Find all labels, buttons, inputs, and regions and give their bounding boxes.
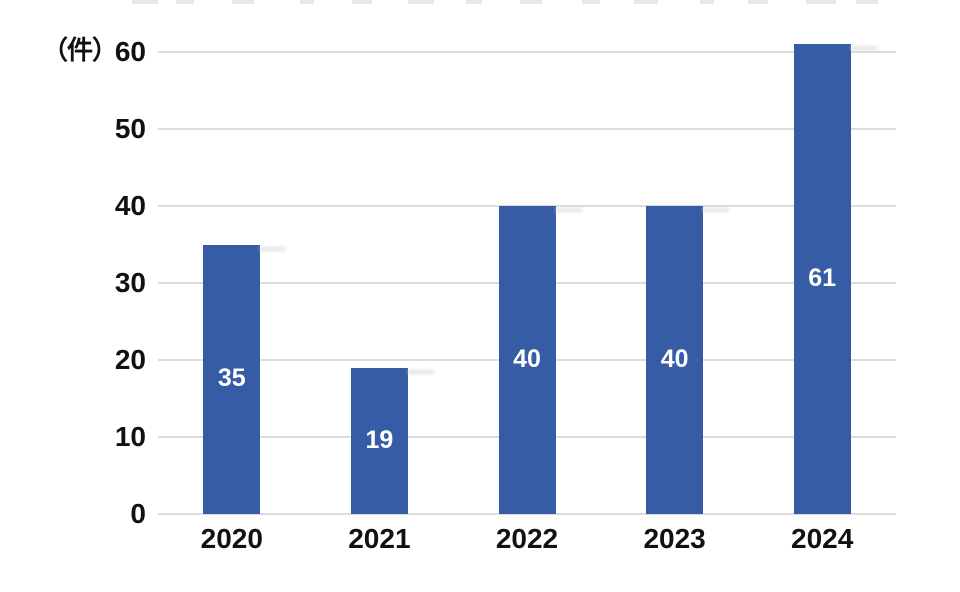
cropped-title-artifact (352, 0, 372, 4)
bar-value-label: 40 (660, 345, 689, 373)
cropped-title-artifact (132, 0, 158, 4)
bar-2020: 35 (203, 244, 261, 514)
cropped-title-artifact (300, 0, 314, 4)
y-axis-unit-label: （件） (42, 35, 118, 65)
bar-2023: 40 (646, 206, 704, 514)
bar-2022: 40 (498, 206, 556, 514)
bar-value-label: 35 (217, 364, 246, 393)
cropped-title-artifact (466, 0, 482, 4)
cropped-title-artifact (806, 0, 836, 4)
cropped-title-artifact (748, 0, 768, 4)
bar-2024: 61 (793, 44, 851, 514)
cropped-title-artifact (582, 0, 600, 4)
cropped-title-artifact (700, 0, 714, 4)
y-tick-label: 20 (114, 344, 146, 375)
x-tick-label: 2020 (200, 523, 263, 554)
gridline-50 (158, 128, 896, 130)
cropped-title-artifact (856, 0, 878, 4)
x-tick-label: 2022 (495, 523, 559, 554)
gridline-60 (158, 51, 896, 53)
plot-area: 35 19 40 40 61 (158, 44, 896, 515)
x-tick-label: 2021 (348, 523, 411, 554)
bar-value-label: 61 (808, 264, 837, 293)
x-tick-label: 2024 (791, 523, 854, 554)
cropped-title-artifact (232, 0, 254, 4)
y-tick-label: 0 (130, 498, 146, 529)
x-tick-label: 2023 (643, 523, 706, 554)
cropped-title-artifact (520, 0, 542, 4)
y-tick-label: 40 (114, 190, 146, 221)
gridline-0 (158, 513, 896, 515)
bar-2021: 19 (350, 367, 408, 514)
cropped-title-artifact (176, 0, 194, 4)
y-tick-label: 60 (114, 36, 146, 67)
y-tick-label: 30 (114, 267, 146, 298)
y-tick-label: 50 (114, 113, 146, 144)
y-tick-label: 10 (114, 421, 146, 452)
cropped-title-artifact (634, 0, 658, 4)
bar-value-label: 19 (365, 425, 394, 454)
cropped-title-artifact (408, 0, 434, 4)
bar-value-label: 40 (513, 345, 541, 373)
